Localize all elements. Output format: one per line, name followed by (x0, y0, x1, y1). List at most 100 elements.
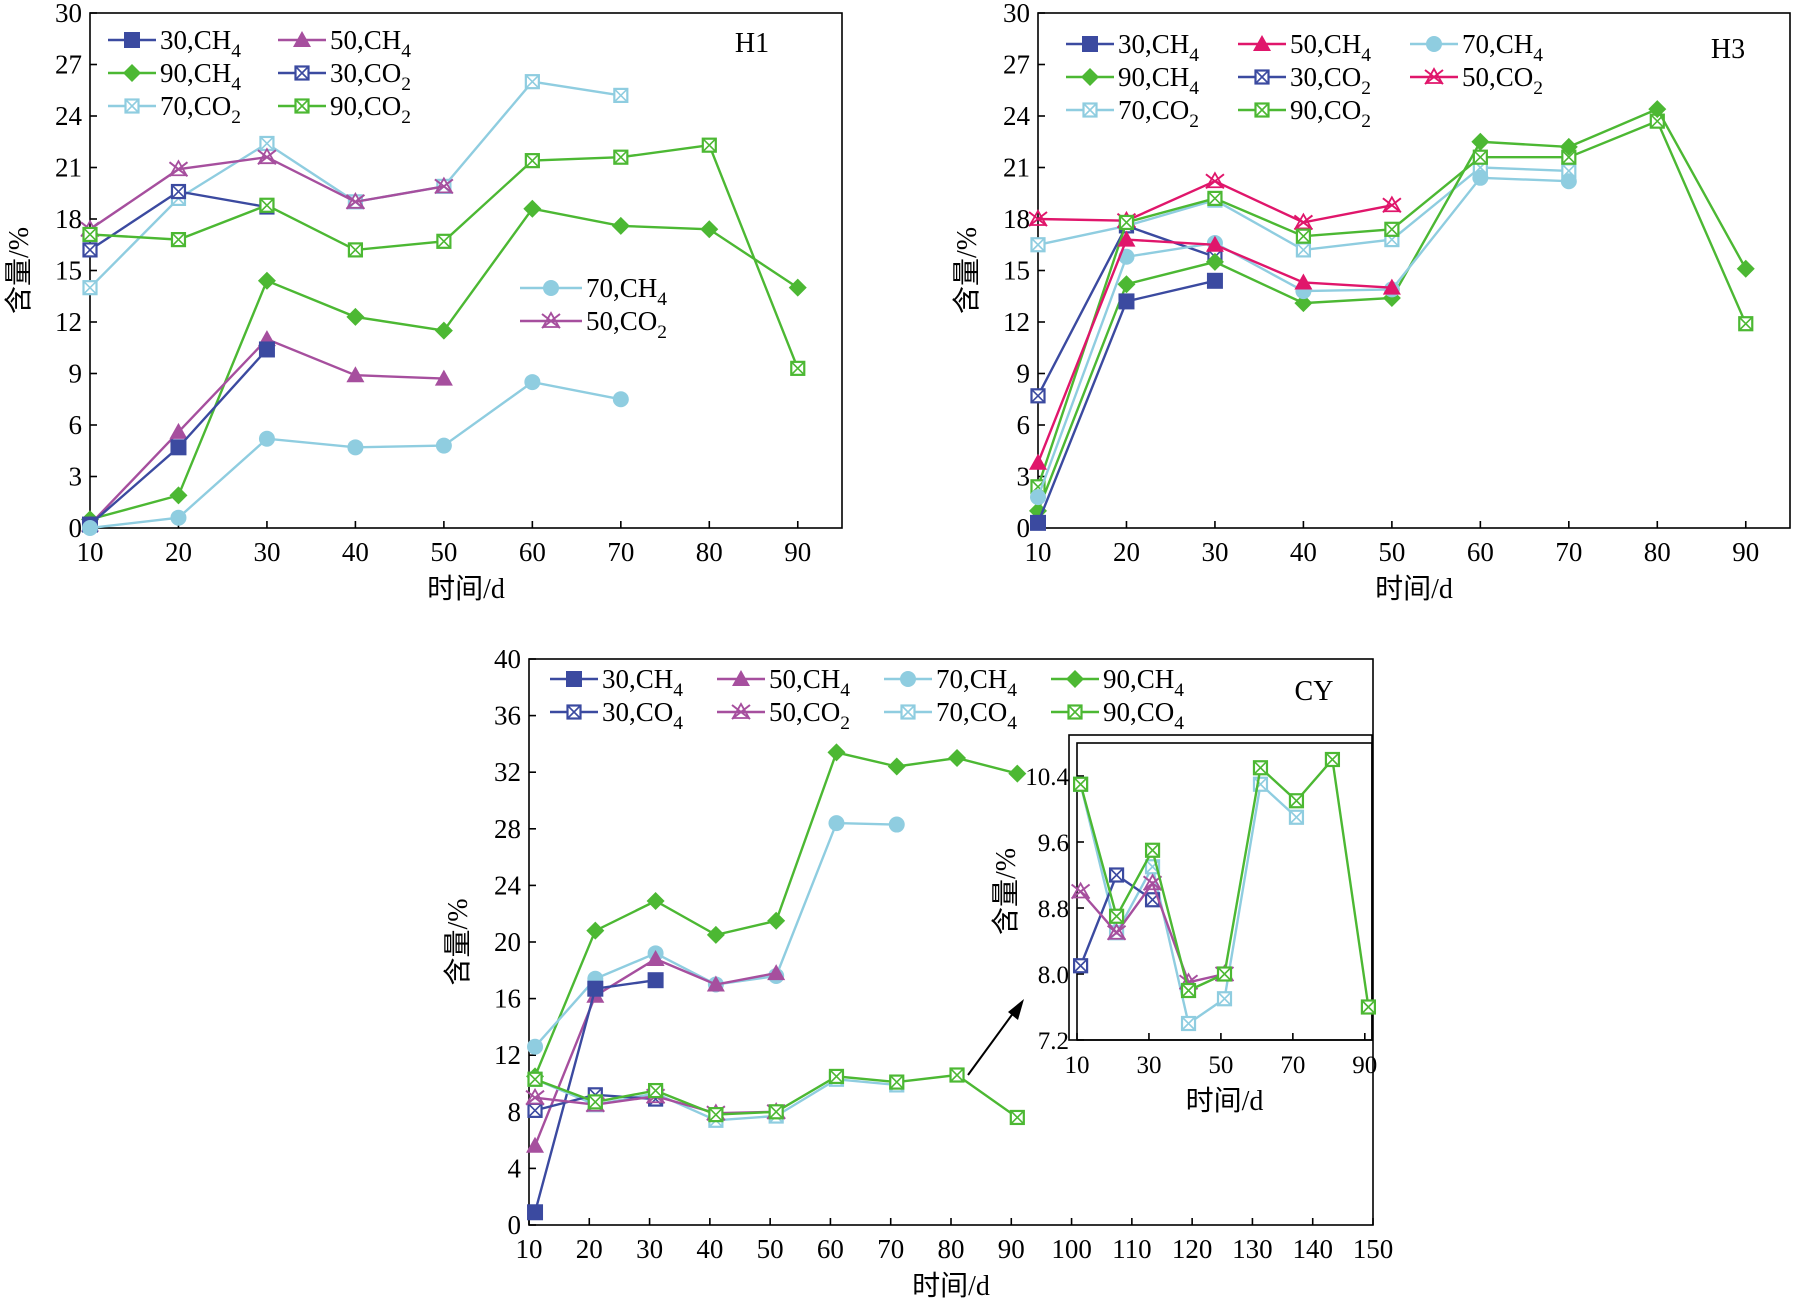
data-point-90co2 (1118, 214, 1135, 231)
series-90ch4 (526, 743, 1027, 1086)
data-point-50co2 (257, 147, 277, 165)
legend-item: 90,CO4 (1051, 697, 1184, 734)
legend-item: 70,CH4 (520, 273, 667, 310)
data-point-90ch4 (1559, 137, 1578, 156)
data-point-90co2 (790, 360, 806, 376)
y-tick-label: 21 (1003, 153, 1030, 183)
legend-item: 30,CH4 (550, 664, 683, 701)
data-point-70ch4 (527, 1038, 544, 1055)
y-tick-label: 16 (494, 984, 521, 1014)
x-tick-label: 70 (877, 1234, 904, 1264)
legend-label: 50,CH4 (769, 664, 850, 701)
data-point-50ch4 (169, 422, 188, 439)
legend-item: 90,CH4 (108, 58, 241, 95)
data-point-30ch4 (1118, 293, 1135, 310)
legend-label: 30,CH4 (160, 25, 241, 62)
legend-marker (1067, 704, 1083, 720)
legend-marker (1082, 36, 1098, 52)
legend-marker (543, 280, 559, 296)
series-group (1028, 100, 1755, 531)
data-point-50co2 (168, 159, 189, 178)
x-tick-label: 110 (1112, 1234, 1152, 1264)
legend-marker (732, 670, 750, 686)
legend-label: 70,CO2 (1118, 95, 1199, 132)
data-point-90co2 (949, 1067, 965, 1083)
data-point-90co2 (768, 1104, 784, 1120)
series-line-30ch4 (1036, 279, 1216, 524)
data-point-90co2 (1472, 149, 1488, 165)
legend-item: 30,CO2 (278, 58, 411, 95)
data-point-50co2 (1106, 922, 1127, 941)
y-tick-label: 8.0 (1038, 962, 1069, 989)
legend-item: 70,CO2 (108, 91, 241, 128)
legend-label: 90,CH4 (1118, 62, 1199, 99)
x-tick-label: 90 (1732, 537, 1759, 567)
data-point-70co2 (82, 280, 98, 296)
y-tick-label: 27 (55, 50, 82, 80)
legend-item: 70,CH4 (1410, 29, 1543, 66)
legend-marker (293, 31, 311, 47)
series-group (1070, 751, 1377, 1032)
legend-marker (900, 671, 916, 687)
data-point-30ch4 (170, 439, 187, 456)
data-point-90co2 (259, 197, 275, 213)
data-point-50ch4 (1294, 273, 1313, 290)
data-point-90ch4 (948, 749, 967, 768)
chart-title: H1 (735, 28, 769, 59)
x-tick-label: 10 (1025, 537, 1052, 567)
legend-label: 90,CO4 (1103, 697, 1184, 734)
data-point-30co2 (82, 242, 98, 258)
data-point-70co2 (259, 135, 275, 152)
data-point-90co2 (1324, 751, 1341, 768)
legend-item: 50,CH4 (717, 664, 850, 701)
data-point-30co2 (1030, 388, 1046, 404)
data-point-70ch4 (1560, 173, 1577, 190)
data-point-90ch4 (646, 891, 665, 910)
y-tick-label: 30 (1003, 0, 1030, 28)
data-point-90ch4 (1205, 252, 1224, 271)
data-point-70co2 (613, 87, 629, 104)
series-30ch4 (1030, 272, 1223, 531)
legend-label: 30,CO2 (330, 58, 411, 95)
series-90co2 (527, 1067, 1025, 1126)
legend-marker (541, 311, 561, 329)
legend-label: 70,CH4 (1462, 29, 1543, 66)
data-point-70ch4 (1030, 489, 1046, 506)
chart-title: CY (1295, 676, 1334, 707)
y-axis-label: 含量/% (3, 227, 35, 314)
legend-item: 30,CO2 (1238, 62, 1371, 99)
legend-item: 30,CO4 (550, 697, 683, 734)
legend-label: 90,CH4 (1103, 664, 1184, 701)
data-point-70ch4 (888, 816, 905, 833)
x-tick-label: 70 (1280, 1052, 1305, 1079)
data-point-90co2 (1738, 316, 1754, 332)
y-tick-label: 0 (508, 1210, 522, 1240)
data-point-90co2 (828, 1068, 845, 1085)
data-point-90co2 (1295, 228, 1312, 244)
legend-item: 50,CO2 (717, 697, 850, 734)
data-point-90ch4 (1471, 132, 1490, 151)
data-point-90ch4 (767, 911, 786, 930)
data-point-90ch4 (1008, 764, 1027, 783)
data-point-30ch4 (587, 980, 604, 997)
series-group (525, 743, 1027, 1221)
data-point-90co2 (613, 149, 629, 165)
data-point-30co2 (170, 183, 187, 200)
series-90co2 (82, 137, 806, 376)
chart-title: H3 (1711, 34, 1745, 65)
y-tick-label: 4 (508, 1153, 522, 1183)
data-point-90ch4 (523, 199, 542, 218)
data-point-90co2 (524, 153, 540, 169)
data-point-30ch4 (1206, 272, 1223, 289)
series-30co2 (1072, 867, 1161, 974)
legend-label: 70,CO4 (936, 697, 1017, 734)
data-point-90co2 (1009, 1109, 1025, 1126)
legend-item: 50,CO2 (520, 306, 667, 343)
x-tick-label: 50 (757, 1234, 784, 1264)
y-tick-label: 18 (1003, 204, 1030, 234)
data-point-90co2 (1216, 966, 1233, 982)
legend-label: 50,CH4 (1290, 29, 1371, 66)
series-line-90ch4 (1036, 107, 1747, 512)
